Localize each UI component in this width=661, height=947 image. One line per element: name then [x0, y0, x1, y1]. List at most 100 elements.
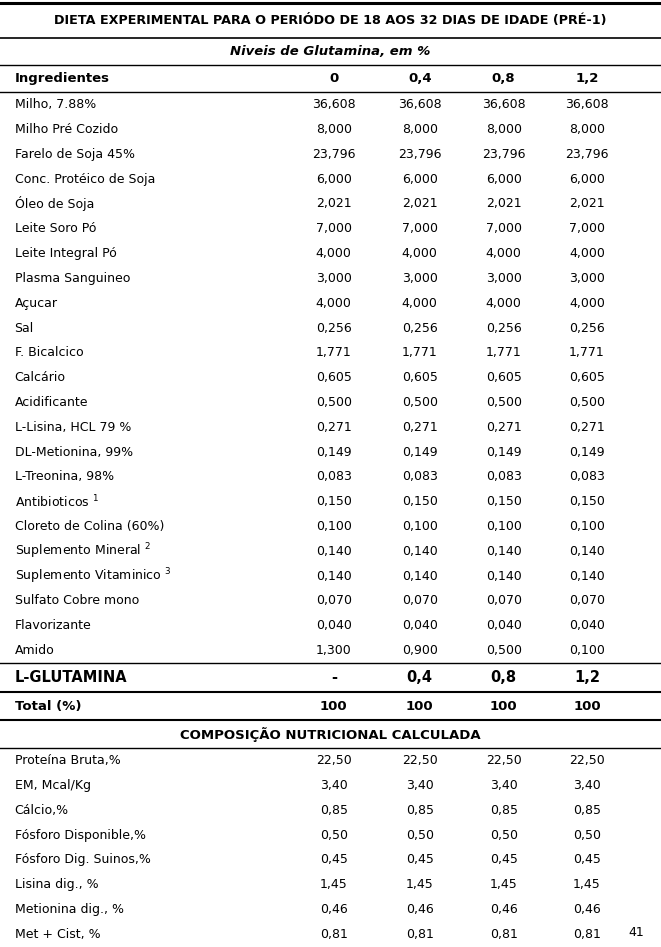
Text: 1,45: 1,45 [573, 878, 601, 891]
Text: 3,000: 3,000 [316, 272, 352, 285]
Text: 0,149: 0,149 [569, 446, 605, 458]
Text: Proteína Bruta,%: Proteína Bruta,% [15, 754, 120, 767]
Text: 0,81: 0,81 [490, 928, 518, 940]
Text: 0,256: 0,256 [569, 322, 605, 334]
Text: 0,083: 0,083 [402, 471, 438, 483]
Text: 6,000: 6,000 [569, 172, 605, 186]
Text: 1,45: 1,45 [490, 878, 518, 891]
Text: 0,50: 0,50 [490, 829, 518, 842]
Text: 1,771: 1,771 [316, 347, 352, 359]
Text: Açucar: Açucar [15, 296, 58, 310]
Text: 0,605: 0,605 [402, 371, 438, 384]
Text: 3,40: 3,40 [490, 779, 518, 792]
Text: 0,140: 0,140 [402, 570, 438, 582]
Text: 0,083: 0,083 [569, 471, 605, 483]
Text: L-Lisina, HCL 79 %: L-Lisina, HCL 79 % [15, 420, 131, 434]
Text: Conc. Protéico de Soja: Conc. Protéico de Soja [15, 172, 155, 186]
Text: 7,000: 7,000 [402, 223, 438, 235]
Text: 0,100: 0,100 [486, 520, 522, 533]
Text: 0,140: 0,140 [402, 545, 438, 558]
Text: 3,000: 3,000 [569, 272, 605, 285]
Text: 0,070: 0,070 [486, 595, 522, 607]
Text: 0,100: 0,100 [316, 520, 352, 533]
Text: Acidificante: Acidificante [15, 396, 88, 409]
Text: 23,796: 23,796 [565, 148, 609, 161]
Text: DIETA EXPERIMENTAL PARA O PERIÓDO DE 18 AOS 32 DIAS DE IDADE (PRÉ-1): DIETA EXPERIMENTAL PARA O PERIÓDO DE 18 … [54, 14, 607, 27]
Text: 8,000: 8,000 [569, 123, 605, 136]
Text: 7,000: 7,000 [569, 223, 605, 235]
Text: 0,500: 0,500 [486, 396, 522, 409]
Text: 4,000: 4,000 [569, 247, 605, 260]
Text: 7,000: 7,000 [486, 223, 522, 235]
Text: Cálcio,%: Cálcio,% [15, 804, 69, 816]
Text: 0,150: 0,150 [486, 495, 522, 509]
Text: 4,000: 4,000 [486, 296, 522, 310]
Text: 3,000: 3,000 [402, 272, 438, 285]
Text: 23,796: 23,796 [482, 148, 525, 161]
Text: 0,45: 0,45 [320, 853, 348, 867]
Text: 0,140: 0,140 [569, 570, 605, 582]
Text: Óleo de Soja: Óleo de Soja [15, 196, 94, 211]
Text: 0: 0 [329, 72, 338, 85]
Text: 4,000: 4,000 [569, 296, 605, 310]
Text: 0,900: 0,900 [402, 644, 438, 657]
Text: Ingredientes: Ingredientes [15, 72, 110, 85]
Text: 2,021: 2,021 [402, 198, 438, 210]
Text: Milho Pré Cozido: Milho Pré Cozido [15, 123, 118, 136]
Text: 8,000: 8,000 [316, 123, 352, 136]
Text: 0,81: 0,81 [320, 928, 348, 940]
Text: 2,021: 2,021 [316, 198, 352, 210]
Text: Amido: Amido [15, 644, 54, 657]
Text: 0,150: 0,150 [402, 495, 438, 509]
Text: Farelo de Soja 45%: Farelo de Soja 45% [15, 148, 135, 161]
Text: 0,040: 0,040 [402, 619, 438, 633]
Text: 0,500: 0,500 [486, 644, 522, 657]
Text: 0,149: 0,149 [402, 446, 438, 458]
Text: 0,140: 0,140 [486, 570, 522, 582]
Text: 0,85: 0,85 [320, 804, 348, 816]
Text: F. Bicalcico: F. Bicalcico [15, 347, 83, 359]
Text: COMPOSIÇÃO NUTRICIONAL CALCULADA: COMPOSIÇÃO NUTRICIONAL CALCULADA [180, 726, 481, 742]
Text: 0,149: 0,149 [486, 446, 522, 458]
Text: 2,021: 2,021 [569, 198, 605, 210]
Text: 0,140: 0,140 [569, 545, 605, 558]
Text: 3,40: 3,40 [406, 779, 434, 792]
Text: 36,608: 36,608 [565, 98, 609, 111]
Text: Suplemento Vitaminico $^3$: Suplemento Vitaminico $^3$ [15, 566, 171, 586]
Text: 100: 100 [320, 700, 348, 713]
Text: 0,256: 0,256 [402, 322, 438, 334]
Text: 4,000: 4,000 [316, 296, 352, 310]
Text: 0,45: 0,45 [573, 853, 601, 867]
Text: 22,50: 22,50 [402, 754, 438, 767]
Text: Fósforo Disponible,%: Fósforo Disponible,% [15, 829, 145, 842]
Text: 0,083: 0,083 [316, 471, 352, 483]
Text: 6,000: 6,000 [316, 172, 352, 186]
Text: 0,271: 0,271 [486, 420, 522, 434]
Text: 0,256: 0,256 [316, 322, 352, 334]
Text: Leite Integral Pó: Leite Integral Pó [15, 247, 116, 260]
Text: 0,100: 0,100 [402, 520, 438, 533]
Text: 0,500: 0,500 [569, 396, 605, 409]
Text: 0,46: 0,46 [320, 903, 348, 916]
Text: 0,46: 0,46 [406, 903, 434, 916]
Text: Sulfato Cobre mono: Sulfato Cobre mono [15, 595, 139, 607]
Text: 0,500: 0,500 [402, 396, 438, 409]
Text: 22,50: 22,50 [569, 754, 605, 767]
Text: 0,81: 0,81 [406, 928, 434, 940]
Text: 0,149: 0,149 [316, 446, 352, 458]
Text: Flavorizante: Flavorizante [15, 619, 91, 633]
Text: 1,771: 1,771 [569, 347, 605, 359]
Text: 0,150: 0,150 [316, 495, 352, 509]
Text: Sal: Sal [15, 322, 34, 334]
Text: Fósforo Dig. Suinos,%: Fósforo Dig. Suinos,% [15, 853, 151, 867]
Text: 0,150: 0,150 [569, 495, 605, 509]
Text: 100: 100 [490, 700, 518, 713]
Text: 41: 41 [629, 926, 644, 939]
Text: 0,46: 0,46 [573, 903, 601, 916]
Text: 0,070: 0,070 [402, 595, 438, 607]
Text: 0,605: 0,605 [486, 371, 522, 384]
Text: 36,608: 36,608 [398, 98, 442, 111]
Text: 22,50: 22,50 [486, 754, 522, 767]
Text: 2,021: 2,021 [486, 198, 522, 210]
Text: 0,040: 0,040 [569, 619, 605, 633]
